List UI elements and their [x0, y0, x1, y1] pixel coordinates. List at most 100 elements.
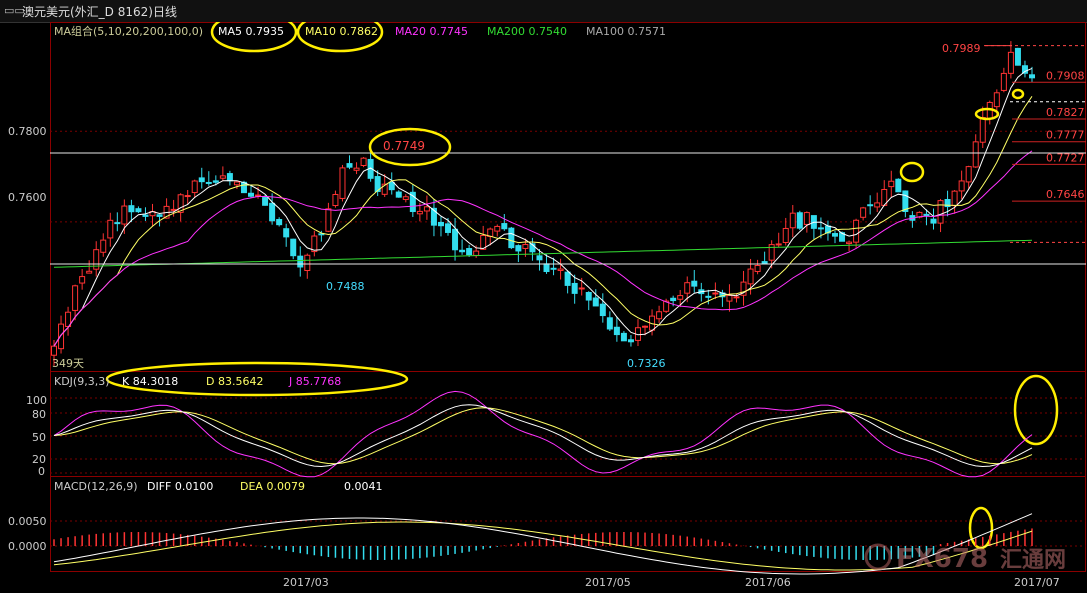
- candle-body: [775, 243, 782, 246]
- candle-body: [972, 141, 979, 168]
- ma5-label: MA5 0.7935: [218, 25, 284, 38]
- candle-body: [128, 205, 135, 213]
- candle-body: [529, 243, 536, 253]
- candle-body: [627, 339, 634, 343]
- candle-body: [663, 300, 670, 312]
- watermark-sub: 汇通网: [1000, 548, 1066, 573]
- candle-body: [571, 282, 578, 294]
- candle-body: [311, 235, 318, 253]
- candle-body: [895, 178, 902, 193]
- candle-body: [501, 223, 508, 230]
- annotation-low-may: 0.7326: [627, 357, 666, 370]
- candle-body: [79, 276, 86, 284]
- candle-body: [430, 207, 437, 226]
- candle-body: [297, 255, 304, 268]
- candle-body: [831, 233, 838, 237]
- candle-body: [233, 181, 240, 186]
- candle-body: [754, 264, 761, 272]
- candle-body: [951, 190, 958, 207]
- ma100-label: MA100 0.7571: [586, 25, 666, 38]
- candle-body: [740, 281, 747, 296]
- ma20-line: [53, 150, 1033, 347]
- candle-body: [353, 167, 360, 171]
- candle-body: [747, 268, 754, 285]
- candle-body: [670, 297, 677, 302]
- ma10-line: [53, 96, 1033, 347]
- candle-body: [796, 212, 803, 229]
- candle-body: [269, 202, 276, 222]
- candle-body: [712, 292, 719, 295]
- watermark: FX678 汇通网: [864, 543, 1066, 574]
- level-label: 0.7908: [1046, 69, 1085, 82]
- candle-body: [332, 193, 339, 207]
- candle-body: [65, 311, 72, 328]
- kdj-y-tick: 20: [32, 453, 46, 466]
- candle-body: [304, 254, 311, 272]
- ma5-line: [53, 67, 1033, 347]
- candle-body: [72, 285, 79, 311]
- candle-body: [515, 245, 522, 252]
- candle-body: [395, 191, 402, 198]
- candle-body: [853, 219, 860, 243]
- candle-body: [388, 181, 395, 191]
- ma200-line: [53, 239, 1033, 268]
- candle-body: [677, 295, 684, 300]
- candle-body: [219, 175, 226, 179]
- candle-body: [276, 219, 283, 226]
- candle-body: [142, 214, 149, 217]
- candle-body: [170, 208, 177, 211]
- candle-body: [902, 190, 909, 212]
- candle-body: [86, 270, 93, 274]
- candle-body: [191, 180, 198, 194]
- candle-body: [726, 294, 733, 302]
- candle-body: [51, 345, 57, 356]
- candle-body: [733, 296, 740, 299]
- candle-body: [283, 228, 290, 238]
- ma10-label: MA10 0.7862: [305, 25, 378, 38]
- candle-body: [705, 295, 712, 298]
- candle-body: [937, 200, 944, 224]
- candle-body: [656, 311, 663, 320]
- level-label: 0.7727: [1046, 151, 1085, 164]
- candle-body: [993, 92, 1000, 108]
- candle-body: [1029, 74, 1035, 79]
- candle-body: [979, 117, 986, 143]
- macd-diff-line: [53, 513, 1033, 575]
- candle-body: [346, 163, 353, 168]
- watermark-logo-icon: [864, 543, 892, 571]
- macd-y-tick: 0.0050: [8, 515, 47, 528]
- ma20-label: MA20 0.7745: [395, 25, 468, 38]
- candle-body: [782, 227, 789, 243]
- days-label: 349天: [52, 357, 84, 370]
- candle-body: [642, 325, 649, 328]
- candle-body: [592, 297, 599, 307]
- candle-body: [480, 234, 487, 250]
- candle-body: [599, 303, 606, 317]
- kdj-y-tick: 100: [26, 394, 47, 407]
- candle-body: [459, 249, 466, 253]
- candle-body: [58, 323, 65, 350]
- candle-body: [958, 180, 965, 192]
- candle-body: [381, 183, 388, 195]
- level-label: 0.7777: [1046, 129, 1085, 142]
- candle-body: [135, 208, 142, 213]
- kdj-j-line: [53, 390, 1033, 478]
- x-tick-label: 2017/03: [283, 576, 329, 589]
- kdj-y-tick: 80: [32, 408, 46, 421]
- highlight-ellipses: [105, 22, 1059, 550]
- candle-body: [466, 248, 473, 256]
- moving-average-lines: [53, 67, 1033, 347]
- ma-group-label: MA组合(5,10,20,200,100,0): [54, 24, 203, 38]
- candle-body: [803, 212, 810, 225]
- candle-body: [402, 196, 409, 200]
- candle-body: [839, 232, 846, 242]
- x-tick-label: 2017/06: [745, 576, 791, 589]
- candle-body: [93, 249, 100, 270]
- menu-icon[interactable]: ▭▭: [4, 4, 25, 17]
- candle-body: [1021, 65, 1028, 74]
- candle-body: [452, 228, 459, 251]
- candle-body: [761, 261, 768, 264]
- price-levels: 0.7908 0.7827 0.7777 0.7727 0.7646: [984, 45, 1086, 243]
- candle-body: [691, 280, 698, 287]
- candle-body: [585, 292, 592, 301]
